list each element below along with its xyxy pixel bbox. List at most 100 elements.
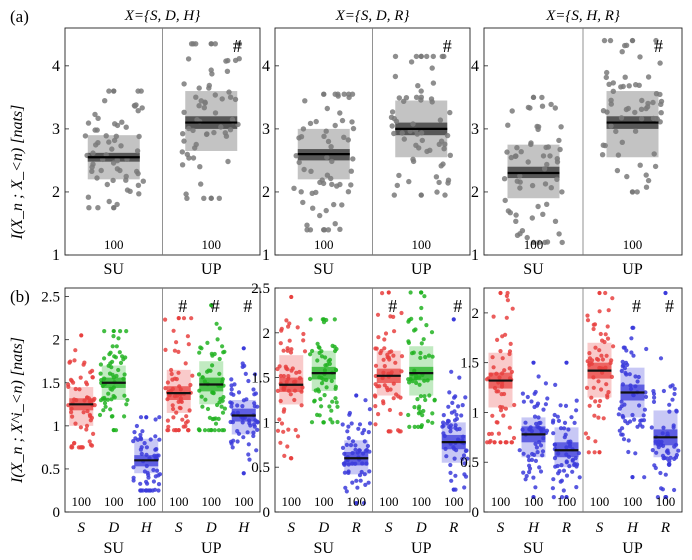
data-point xyxy=(629,350,634,355)
chart-panel-1: 1 2 3 4 X={S, D, H} SU 100 UP 100 # xyxy=(52,8,261,278)
data-point xyxy=(201,105,207,111)
data-point xyxy=(642,407,648,412)
data-point xyxy=(434,189,440,195)
min-point xyxy=(629,189,636,195)
data-point xyxy=(652,163,659,170)
data-point xyxy=(622,42,628,49)
data-point xyxy=(388,387,393,392)
data-point xyxy=(91,431,96,436)
data-point xyxy=(667,462,672,467)
data-point xyxy=(644,346,649,352)
data-point xyxy=(635,379,640,384)
data-points xyxy=(196,303,227,433)
data-point xyxy=(329,181,335,188)
data-point xyxy=(310,348,315,354)
data-point xyxy=(346,424,351,429)
data-point xyxy=(286,427,291,432)
data-point xyxy=(505,298,510,303)
data-point xyxy=(347,410,352,416)
data-point xyxy=(177,384,182,389)
max-point xyxy=(79,333,84,338)
data-point xyxy=(152,487,158,492)
data-point xyxy=(252,392,257,397)
n-label: 100 xyxy=(169,494,189,509)
data-point xyxy=(375,312,381,317)
data-point xyxy=(511,435,517,441)
data-point xyxy=(561,488,566,493)
data-point xyxy=(288,392,293,397)
series-label: R xyxy=(448,520,458,536)
data-point xyxy=(330,399,335,404)
data-point xyxy=(494,420,499,425)
data-point xyxy=(556,137,562,144)
y-tick-label: 2.5 xyxy=(251,281,270,297)
data-point xyxy=(179,149,185,155)
data-point xyxy=(396,172,402,179)
data-point xyxy=(613,128,619,135)
data-point xyxy=(196,103,202,109)
significance-marker: # xyxy=(453,296,462,316)
data-point xyxy=(236,41,243,47)
y-tick-label: 3 xyxy=(262,121,270,138)
data-point xyxy=(153,434,158,439)
data-point xyxy=(68,359,73,364)
data-point xyxy=(222,349,227,354)
data-point xyxy=(156,482,162,487)
data-point xyxy=(416,424,421,429)
data-point xyxy=(391,396,396,401)
data-point xyxy=(332,221,338,227)
data-point xyxy=(599,152,606,158)
data-point xyxy=(350,439,356,444)
data-point xyxy=(661,425,666,430)
data-point xyxy=(72,397,77,402)
data-point xyxy=(567,464,572,469)
data-point xyxy=(619,368,624,374)
data-point xyxy=(323,355,328,360)
data-point xyxy=(672,391,677,397)
data-point xyxy=(462,461,467,466)
data-point xyxy=(193,41,199,47)
data-point xyxy=(553,382,558,387)
data-point xyxy=(332,122,338,129)
n-label: 100 xyxy=(202,494,222,509)
data-point xyxy=(244,397,249,402)
data-point xyxy=(447,109,453,116)
data-point xyxy=(72,358,77,363)
y-tick-label: 3 xyxy=(52,121,60,138)
data-point xyxy=(494,371,499,376)
data-point xyxy=(114,122,121,129)
data-point xyxy=(103,133,109,139)
data-point xyxy=(436,179,442,186)
data-point xyxy=(391,353,396,358)
data-point xyxy=(652,395,657,400)
data-point xyxy=(461,434,466,439)
data-point xyxy=(135,108,141,114)
data-point xyxy=(605,324,610,329)
data-point xyxy=(166,424,171,429)
data-point xyxy=(551,495,556,500)
data-point xyxy=(413,53,420,60)
data-point xyxy=(277,417,282,422)
data-point xyxy=(346,462,351,467)
data-point xyxy=(219,96,225,102)
data-point xyxy=(288,350,294,355)
data-point xyxy=(94,175,100,181)
data-point xyxy=(504,440,509,445)
data-point xyxy=(399,130,405,136)
data-point xyxy=(342,462,347,467)
data-point xyxy=(181,109,187,116)
data-point xyxy=(663,472,668,477)
data-point xyxy=(639,97,645,104)
data-point xyxy=(214,321,219,326)
data-point xyxy=(328,175,334,182)
data-point xyxy=(324,172,331,178)
n-label: 100 xyxy=(104,494,124,509)
data-point xyxy=(252,372,258,377)
data-point xyxy=(131,465,136,470)
data-point xyxy=(179,162,186,168)
data-point xyxy=(585,313,590,318)
data-point xyxy=(533,389,538,395)
data-point xyxy=(589,395,594,400)
data-point xyxy=(350,480,355,485)
data-point xyxy=(197,388,202,393)
